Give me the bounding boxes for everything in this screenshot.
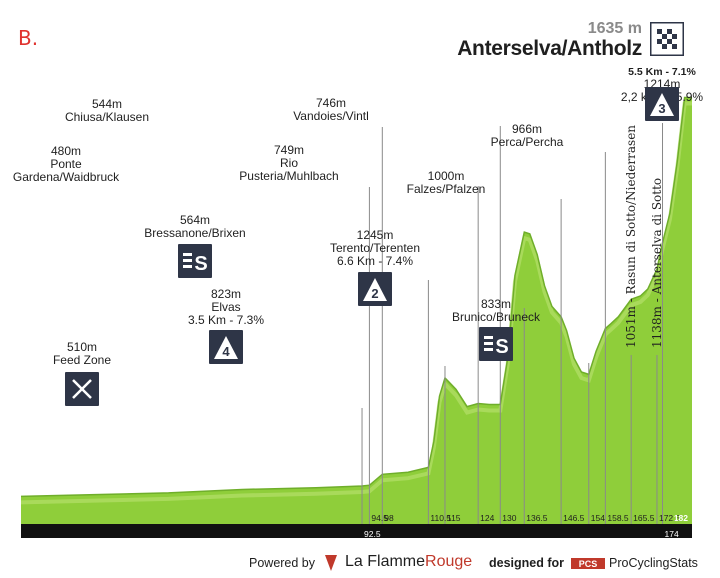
climb-triangle <box>363 278 387 301</box>
icon-box <box>178 244 212 278</box>
waypoint-label: Bressanone/Brixen <box>144 226 245 240</box>
x-tick-label: 174 <box>665 529 679 539</box>
knife <box>72 379 92 399</box>
panel-letter: B. <box>18 26 39 50</box>
waypoint-label: 5.5 Km - 7.1% <box>628 66 696 78</box>
x-tick-label: 115 <box>447 513 461 523</box>
waypoint-label: Falzes/Pfalzen <box>407 182 486 196</box>
sprint-stripe <box>484 342 493 345</box>
waypoint-label: 6.6 Km - 7.4% <box>337 254 413 268</box>
climb-triangle <box>214 336 238 359</box>
sprint-stripe <box>183 265 192 268</box>
waypoint-label: 1000m <box>428 169 465 183</box>
waypoint-label: 510m <box>67 340 97 354</box>
waypoint-label: 823m <box>211 287 241 301</box>
distance-axis-bar <box>21 524 692 538</box>
x-tick-label: 92.5 <box>364 529 381 539</box>
feed-zone-icon <box>65 372 99 406</box>
flamme-rouge-logo-icon <box>325 555 337 571</box>
sprint-stripe <box>484 348 493 351</box>
sprint-letter: S <box>495 336 508 358</box>
designed-for-label: designed for <box>489 556 565 570</box>
vertical-waypoint-label: 1051m - Rasun di Sotto/Niederrasen <box>624 125 638 348</box>
sprint-letter: S <box>194 253 207 275</box>
waypoint-label: Chiusa/Klausen <box>65 110 149 124</box>
sprint-icon: S <box>479 327 513 361</box>
climb-cat-2-icon: 2 <box>358 272 392 306</box>
sprint-stripe <box>484 336 493 339</box>
icon-box <box>479 327 513 361</box>
waypoint-label: 746m <box>316 96 346 110</box>
waypoint-label: 1245m <box>357 228 394 242</box>
waypoint-label: 544m <box>92 97 122 111</box>
waypoint-label: Vandoies/Vintl <box>293 109 369 123</box>
waypoint-label: 749m <box>274 143 304 157</box>
x-tick-label: 136.5 <box>526 513 548 523</box>
x-tick-label: 146.5 <box>563 513 585 523</box>
waypoint-label: Rio <box>280 156 298 170</box>
vertical-waypoint-label: 1138m - Anterselva di Sotto <box>650 178 664 348</box>
x-tick-label: 182 <box>674 513 688 523</box>
waypoint-label: Terento/Terenten <box>330 241 420 255</box>
x-tick-label: 158.5 <box>607 513 629 523</box>
waypoint-label: Gardena/Waidbruck <box>13 170 120 184</box>
x-tick-label: 98 <box>384 513 394 523</box>
waypoint-label: 966m <box>512 122 542 136</box>
waypoint-label: 833m <box>481 297 511 311</box>
terrain-area <box>21 97 692 524</box>
x-tick-label: 130 <box>502 513 516 523</box>
x-tick-label: 172.5 <box>659 513 681 523</box>
x-tick-label: 154 <box>591 513 605 523</box>
pcs-name: ProCyclingStats <box>609 556 698 570</box>
climb-cat-4-icon: 4 <box>209 330 243 364</box>
waypoint-label: Pusteria/Muhlbach <box>239 169 338 183</box>
climb-category: 2 <box>371 286 378 301</box>
waypoint-label: Perca/Percha <box>491 135 564 149</box>
waypoint-label: Elvas <box>211 300 240 314</box>
climb-category: 3 <box>658 101 665 116</box>
pcs-logo: PCS <box>571 558 605 569</box>
x-tick-label: 94.5 <box>371 513 388 523</box>
climb-cat-3-icon: 3 <box>645 87 679 121</box>
waypoint-label: Ponte <box>50 157 82 171</box>
brand-name: La FlammeRouge <box>345 553 473 570</box>
waypoint-label: 480m <box>51 144 81 158</box>
finish-altitude: 1635 m <box>587 20 642 37</box>
x-tick-label: 110.5 <box>430 513 451 523</box>
x-tick-label: 165.5 <box>633 513 655 523</box>
waypoint-label: Brunico/Bruneck <box>452 310 541 324</box>
sprint-stripe <box>183 253 192 256</box>
x-tick-label: 124 <box>480 513 494 523</box>
sprint-icon: S <box>178 244 212 278</box>
sprint-stripe <box>183 259 192 262</box>
powered-by-label: Powered by <box>249 556 316 570</box>
waypoint-label: 3.5 Km - 7.3% <box>188 313 264 327</box>
svg-text:PCS: PCS <box>579 559 598 569</box>
finish-name: Anterselva/Antholz <box>457 37 642 60</box>
climb-category: 4 <box>222 344 230 359</box>
waypoint-label: Feed Zone <box>53 353 111 367</box>
climb-triangle <box>650 93 674 116</box>
checkered-flag-icon <box>650 22 684 56</box>
waypoint-label: 564m <box>180 213 210 227</box>
